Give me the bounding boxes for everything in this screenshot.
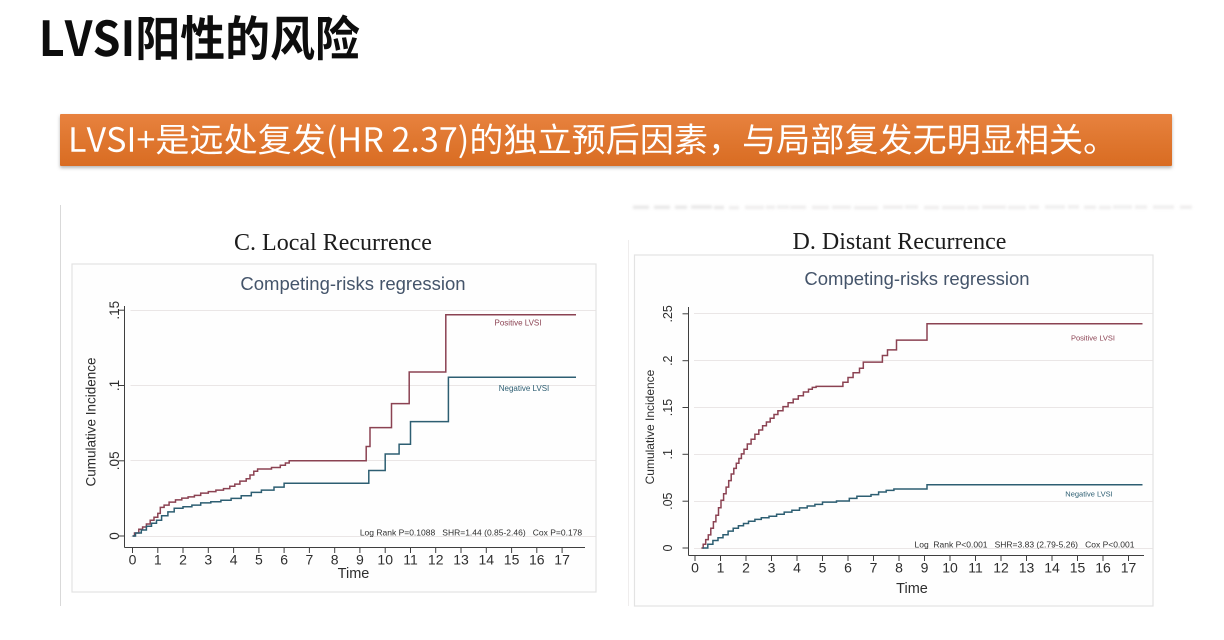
svg-text:11: 11 [968,560,983,576]
svg-text:10: 10 [377,552,393,568]
svg-text:7: 7 [870,560,878,576]
svg-text:14: 14 [1044,560,1060,576]
svg-text:15: 15 [1070,560,1086,576]
svg-text:Negative LVSI: Negative LVSI [1065,490,1112,499]
svg-text:.15: .15 [661,399,675,416]
svg-text:Positive LVSI: Positive LVSI [495,319,542,328]
svg-text:4: 4 [230,552,238,568]
svg-text:9: 9 [921,560,929,576]
svg-text:11: 11 [403,552,418,568]
svg-text:1: 1 [717,560,725,576]
svg-text:5: 5 [819,560,827,576]
svg-text:8: 8 [895,560,903,576]
svg-text:2: 2 [179,552,187,568]
svg-text:0: 0 [661,544,675,551]
svg-text:Competing-risks regression: Competing-risks regression [804,268,1029,289]
svg-text:5: 5 [255,552,263,568]
svg-text:Cumulative Incidence: Cumulative Incidence [643,369,657,484]
svg-text:15: 15 [504,552,520,568]
svg-text:C. Local Recurrence: C. Local Recurrence [234,230,432,256]
svg-text:Cumulative Incidence: Cumulative Incidence [84,357,99,486]
svg-text:D. Distant Recurrence: D. Distant Recurrence [793,229,1007,255]
svg-text:.25: .25 [661,305,675,322]
svg-text:Competing-risks regression: Competing-risks regression [240,273,465,294]
svg-text:17: 17 [554,552,570,568]
svg-text:0: 0 [691,560,699,576]
svg-text:6: 6 [280,552,288,568]
svg-text:1: 1 [154,552,162,568]
svg-text:17: 17 [1121,560,1137,576]
svg-text:13: 13 [453,552,469,568]
svg-text:3: 3 [204,552,212,568]
svg-text:12: 12 [428,552,444,568]
svg-text:8: 8 [331,552,339,568]
svg-text:Negative LVSI: Negative LVSI [499,384,550,393]
svg-text:3: 3 [768,560,776,576]
svg-text:Positive LVSI: Positive LVSI [1071,334,1115,343]
svg-text:6: 6 [844,560,852,576]
svg-text:7: 7 [306,552,314,568]
svg-text:13: 13 [1019,560,1035,576]
svg-text:Log Rank P=0.1088 SHR=1.44 (: Log Rank P=0.1088 SHR=1.44 (0.85-2.46) C… [360,528,583,538]
svg-text:16: 16 [529,552,545,568]
svg-text:14: 14 [479,552,495,568]
svg-text:Log Rank P<0.001 SHR=3.83 (: Log Rank P<0.001 SHR=3.83 (2.79-5.26) Co… [915,540,1135,550]
svg-text:4: 4 [793,560,801,576]
svg-text:12: 12 [993,560,1009,576]
svg-text:16: 16 [1095,560,1111,576]
svg-text:0: 0 [107,532,122,540]
svg-text:.05: .05 [661,492,675,509]
svg-text:.1: .1 [107,380,122,391]
svg-text:.2: .2 [661,355,675,365]
svg-text:Time: Time [896,581,928,597]
svg-text:0: 0 [129,552,137,568]
svg-text:10: 10 [942,560,958,576]
svg-text:.15: .15 [107,301,122,320]
svg-text:.1: .1 [661,449,675,459]
svg-text:.05: .05 [107,451,122,470]
svg-text:Time: Time [338,566,370,582]
svg-text:9: 9 [356,552,364,568]
svg-text:2: 2 [742,560,750,576]
